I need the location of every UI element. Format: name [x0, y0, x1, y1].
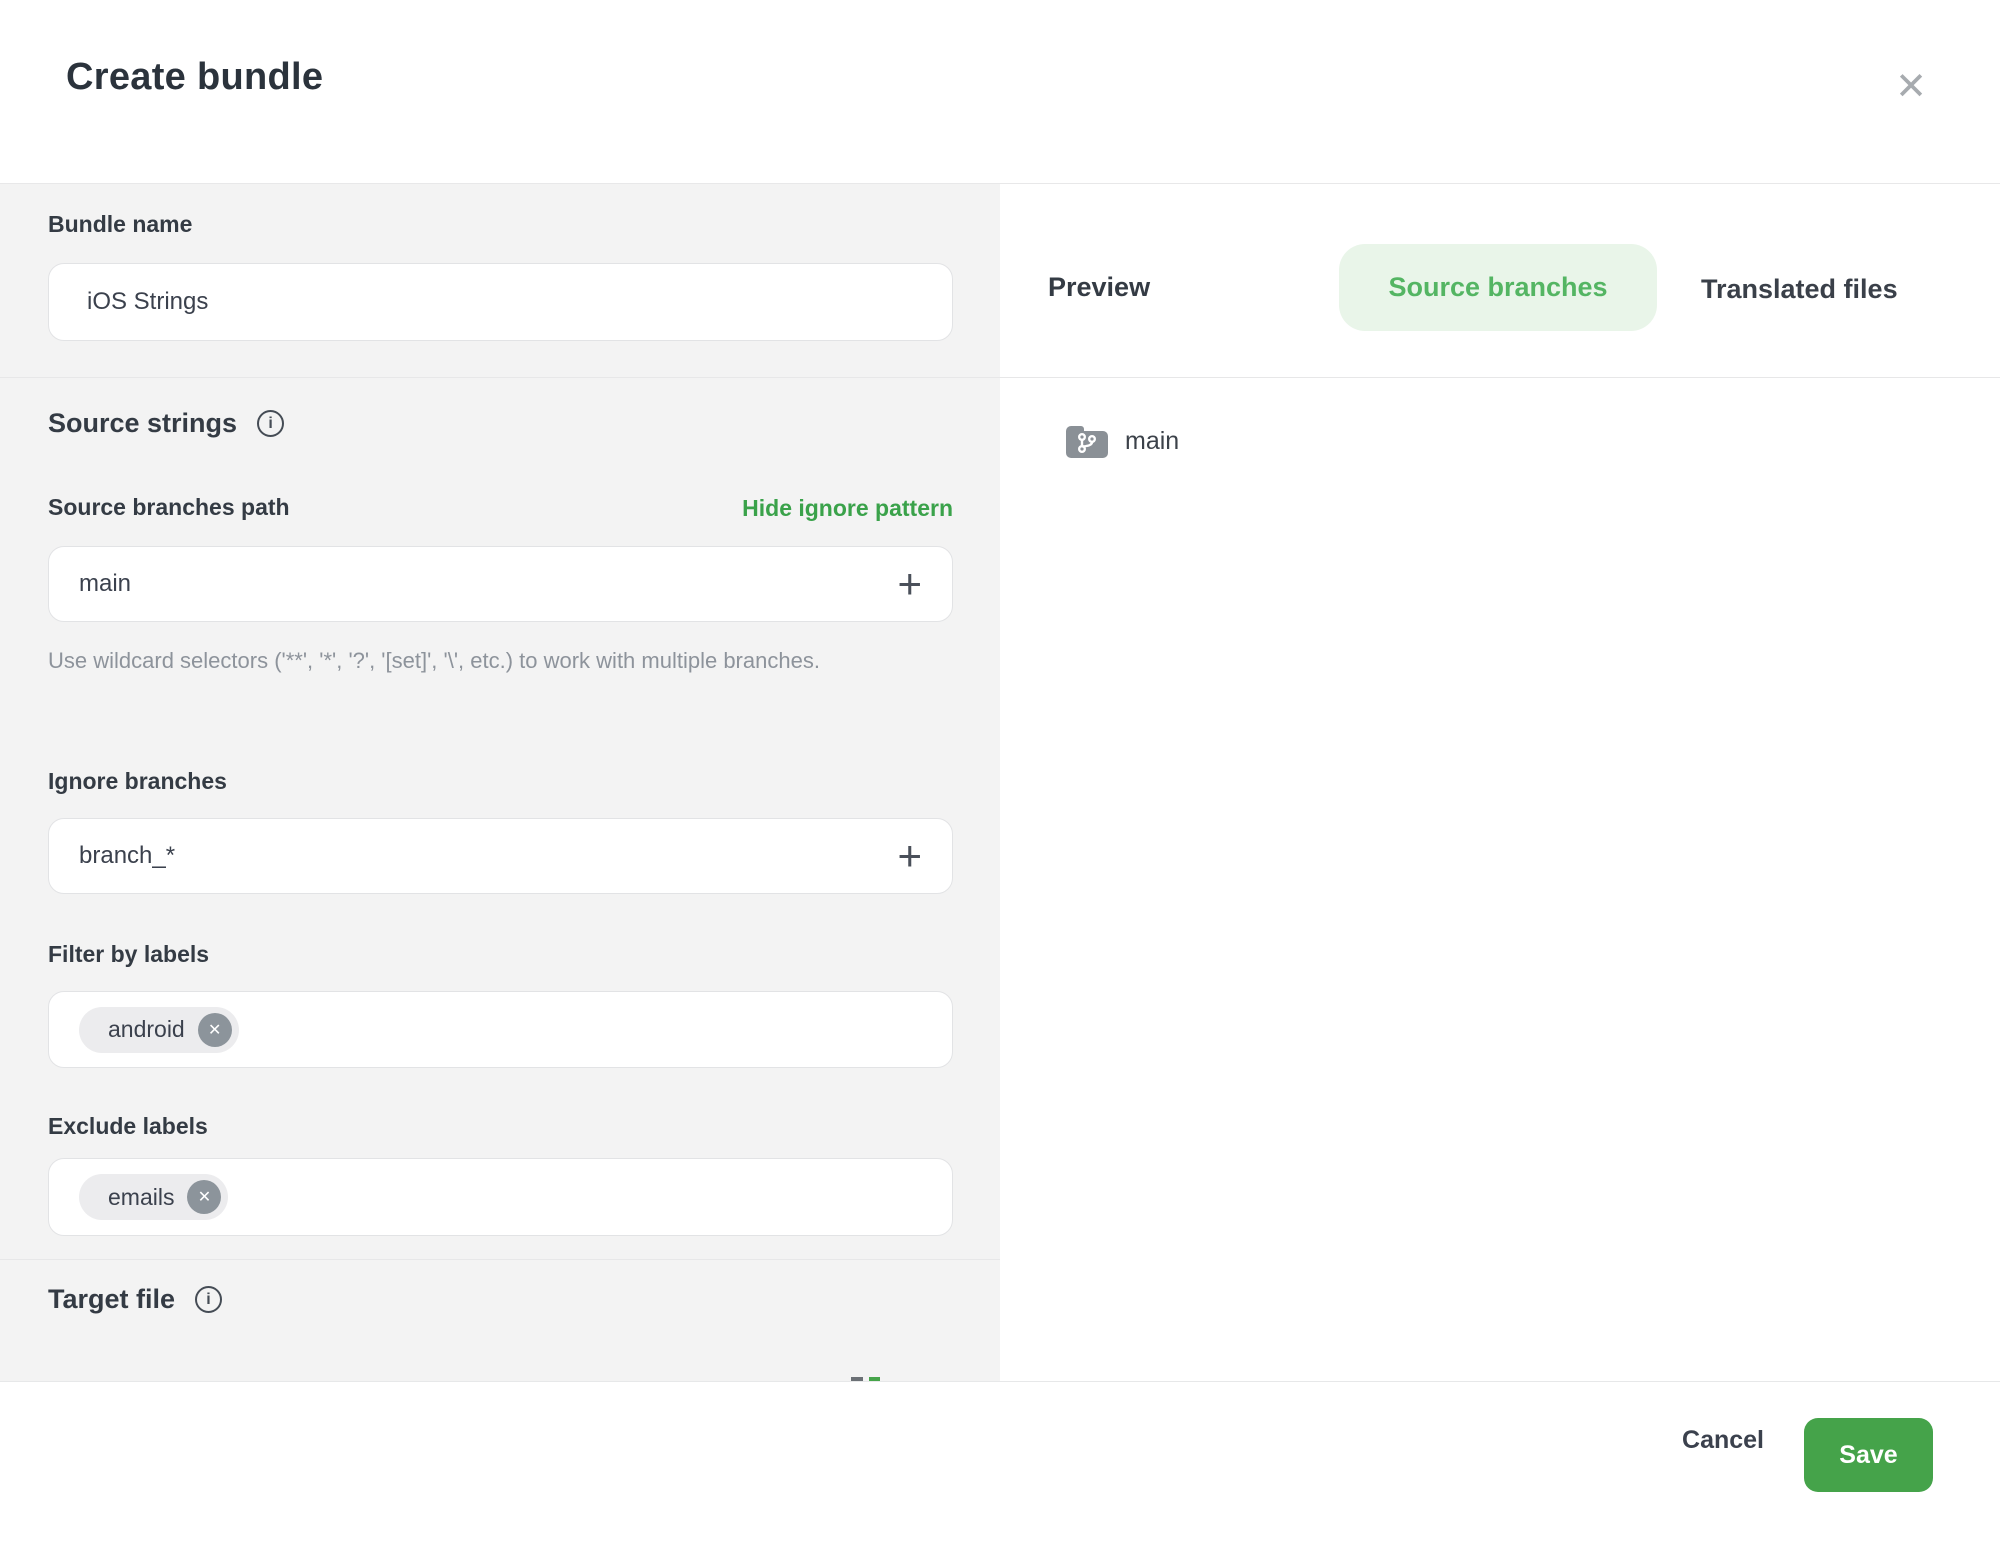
cancel-button[interactable]: Cancel	[1682, 1426, 1764, 1454]
label-chip-text: emails	[108, 1183, 175, 1210]
remove-label-chip-button[interactable]: ✕	[187, 1180, 222, 1214]
bundle-name-input[interactable]	[48, 263, 953, 341]
branch-folder-icon	[1066, 426, 1108, 458]
section-divider	[0, 1259, 1000, 1260]
target-file-heading: Target file i	[48, 1284, 223, 1315]
source-strings-heading: Source strings i	[48, 408, 285, 439]
chip-remove-icon: ✕	[197, 1187, 212, 1206]
close-button[interactable]: ✕	[1879, 54, 1943, 118]
source-branches-path-value[interactable]	[79, 570, 936, 598]
close-icon: ✕	[1895, 64, 1927, 108]
form-panel: Bundle name Source strings i Source bran…	[0, 184, 1000, 1382]
page-title: Create bundle	[66, 56, 324, 98]
cut-off-content	[869, 1377, 880, 1382]
save-button[interactable]: Save	[1804, 1418, 1933, 1492]
exclude-labels-label: Exclude labels	[48, 1113, 208, 1139]
branch-name: main	[1125, 426, 1180, 455]
source-branches-path-input[interactable]: +	[48, 546, 953, 622]
exclude-labels-input[interactable]: emails ✕	[48, 1158, 953, 1236]
dialog-content: Bundle name Source strings i Source bran…	[0, 183, 2000, 1382]
source-branches-path-label: Source branches path	[48, 494, 290, 520]
dialog-header: Create bundle ✕	[0, 0, 2000, 183]
remove-label-chip-button[interactable]: ✕	[197, 1012, 232, 1047]
label-chip: android ✕	[79, 1006, 239, 1053]
add-ignore-branch-button[interactable]: +	[891, 835, 928, 877]
ignore-branches-label: Ignore branches	[48, 768, 227, 794]
branch-row[interactable]: main	[1065, 424, 1179, 458]
source-strings-info-icon[interactable]: i	[257, 410, 285, 437]
preview-heading: Preview	[1048, 272, 1151, 302]
label-chip-text: android	[108, 1016, 185, 1042]
preview-panel: Preview Source branches Translated files…	[1000, 184, 2000, 1382]
bundle-name-label: Bundle name	[48, 211, 193, 237]
hide-ignore-pattern-link[interactable]: Hide ignore pattern	[742, 495, 953, 521]
ignore-branches-input[interactable]: +	[48, 818, 953, 894]
dialog-footer: Cancel Save	[0, 1381, 2000, 1558]
tab-source-branches[interactable]: Source branches	[1339, 244, 1657, 331]
wildcard-help-text: Use wildcard selectors ('**', '*', '?', …	[48, 648, 820, 673]
chip-remove-icon: ✕	[208, 1019, 222, 1039]
filter-by-labels-input[interactable]: android ✕	[48, 991, 953, 1068]
target-file-info-icon[interactable]: i	[195, 1286, 223, 1313]
target-file-heading-label: Target file	[48, 1284, 176, 1314]
source-strings-heading-label: Source strings	[48, 408, 238, 438]
header-row-divider	[0, 377, 2000, 378]
add-source-branch-button[interactable]: +	[891, 563, 928, 605]
ignore-branches-value[interactable]	[79, 842, 936, 870]
cut-off-content	[851, 1377, 863, 1382]
tab-translated-files[interactable]: Translated files	[1701, 274, 1898, 304]
label-chip: emails ✕	[79, 1174, 229, 1220]
filter-by-labels-label: Filter by labels	[48, 941, 210, 967]
